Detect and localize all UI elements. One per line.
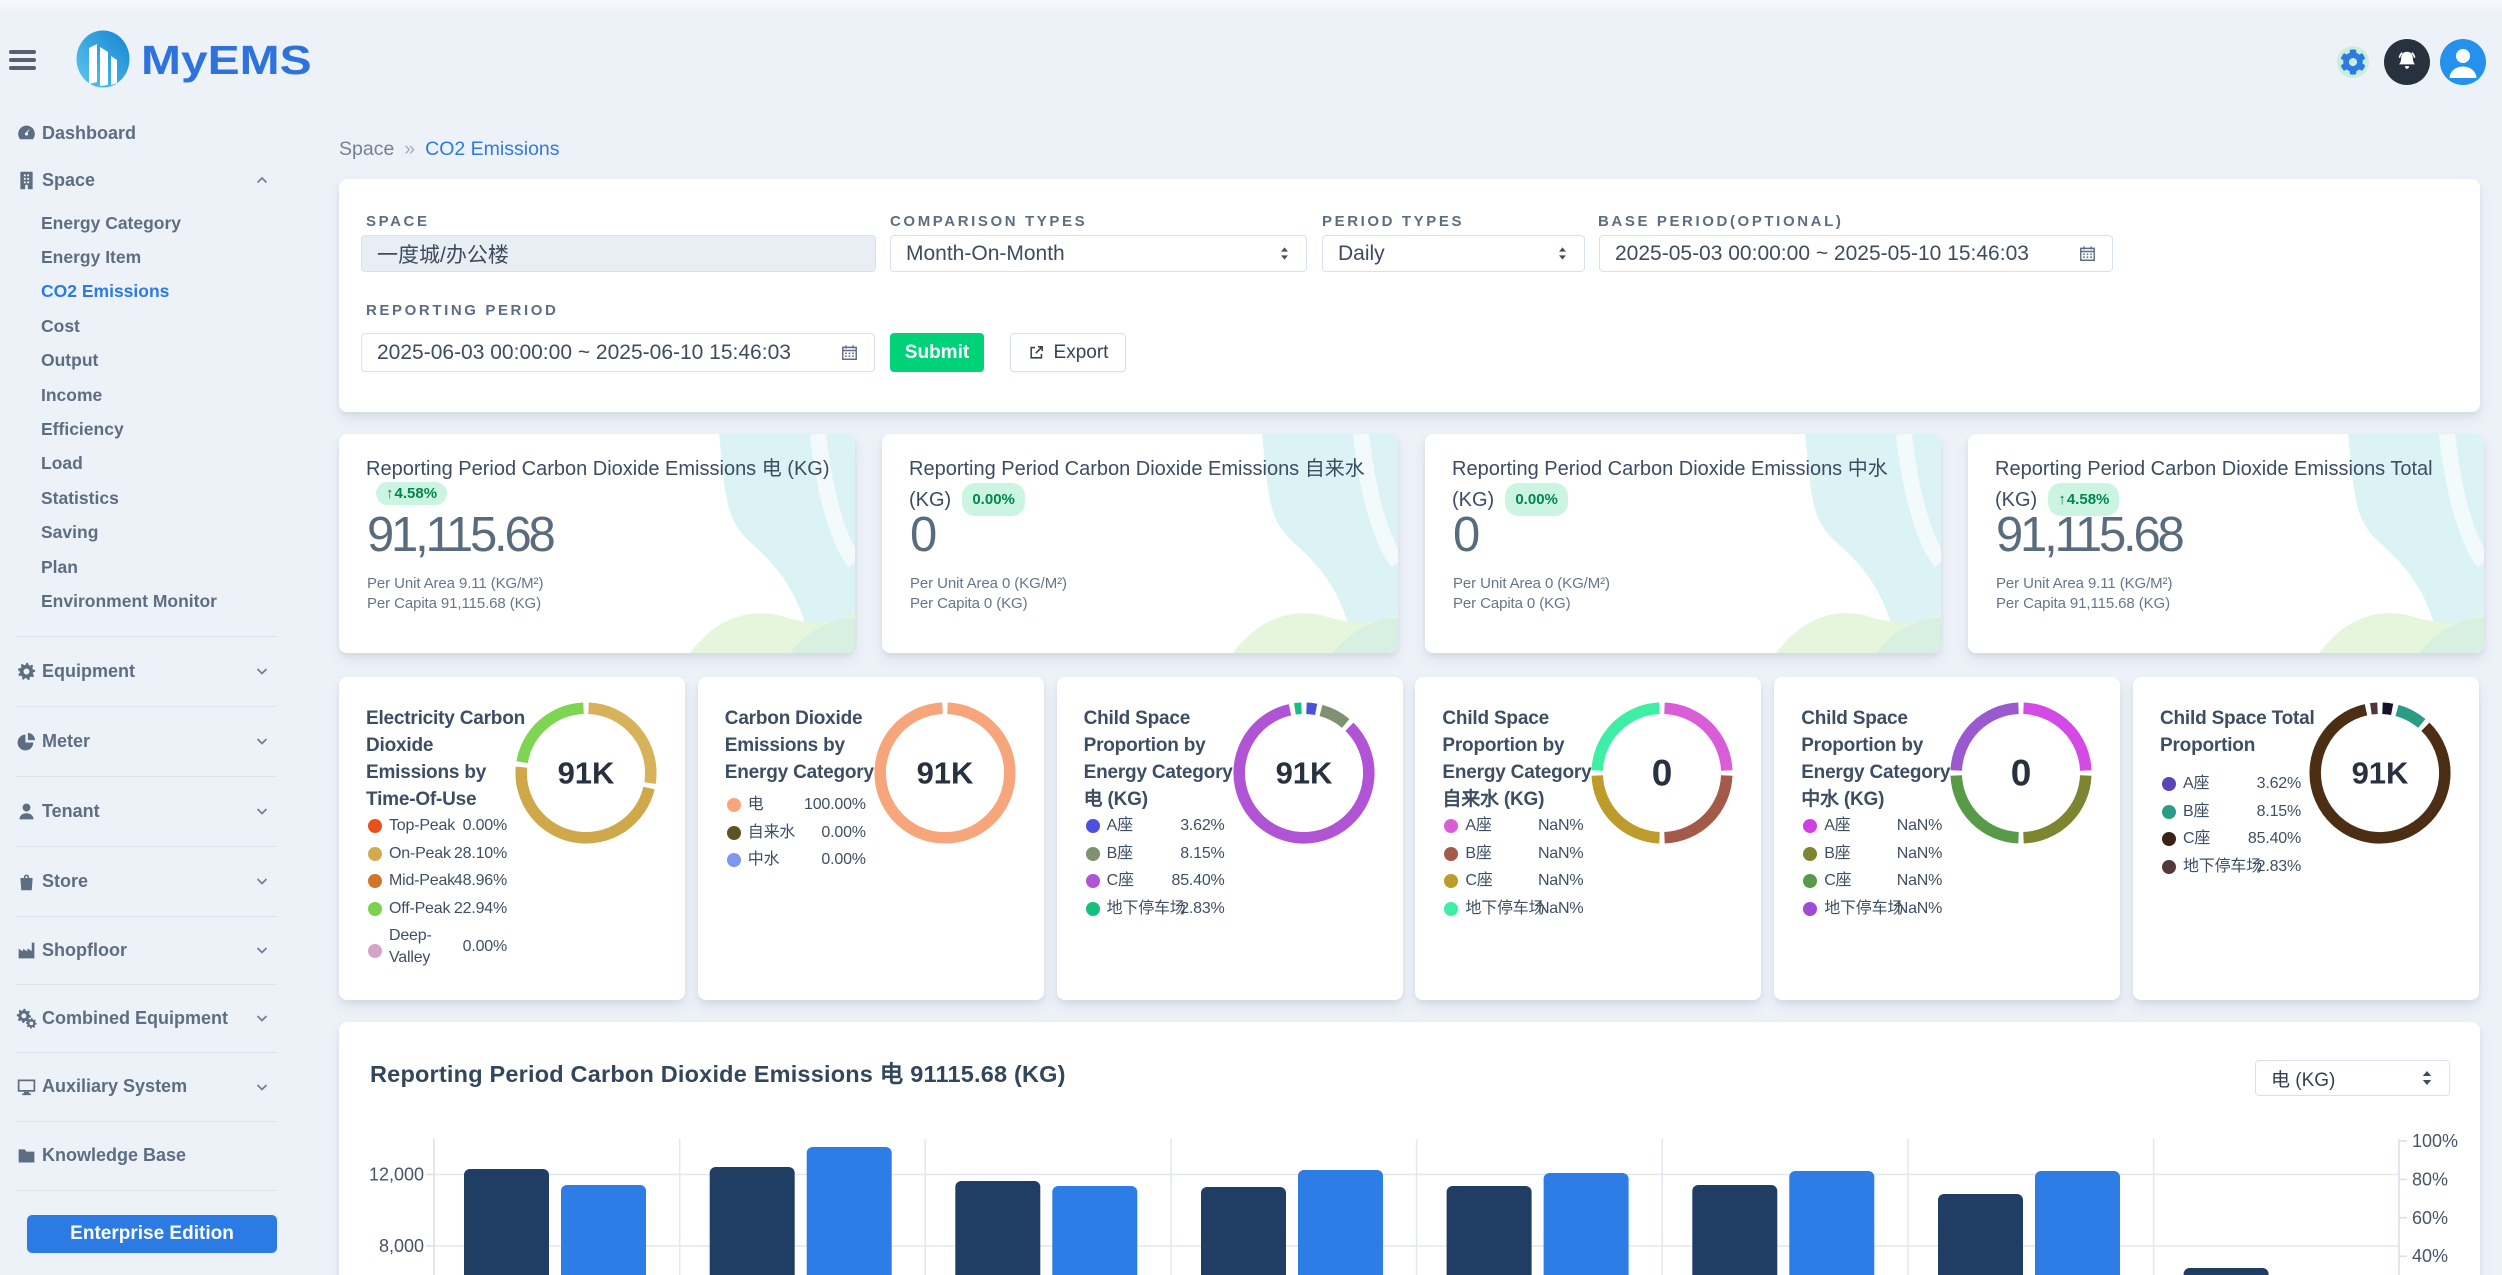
svg-text:80%: 80%	[2412, 1169, 2448, 1189]
svg-text:91K: 91K	[2352, 756, 2409, 791]
svg-text:60%: 60%	[2412, 1208, 2448, 1228]
svg-text:91K: 91K	[558, 756, 615, 791]
svg-text:0: 0	[2011, 753, 2032, 794]
svg-text:8,000: 8,000	[379, 1236, 424, 1256]
svg-text:100%: 100%	[2412, 1131, 2458, 1151]
svg-text:91K: 91K	[1275, 756, 1332, 791]
svg-text:40%: 40%	[2412, 1246, 2448, 1266]
svg-text:12,000: 12,000	[369, 1165, 424, 1185]
svg-text:0: 0	[1652, 753, 1673, 794]
svg-text:91K: 91K	[916, 756, 973, 791]
